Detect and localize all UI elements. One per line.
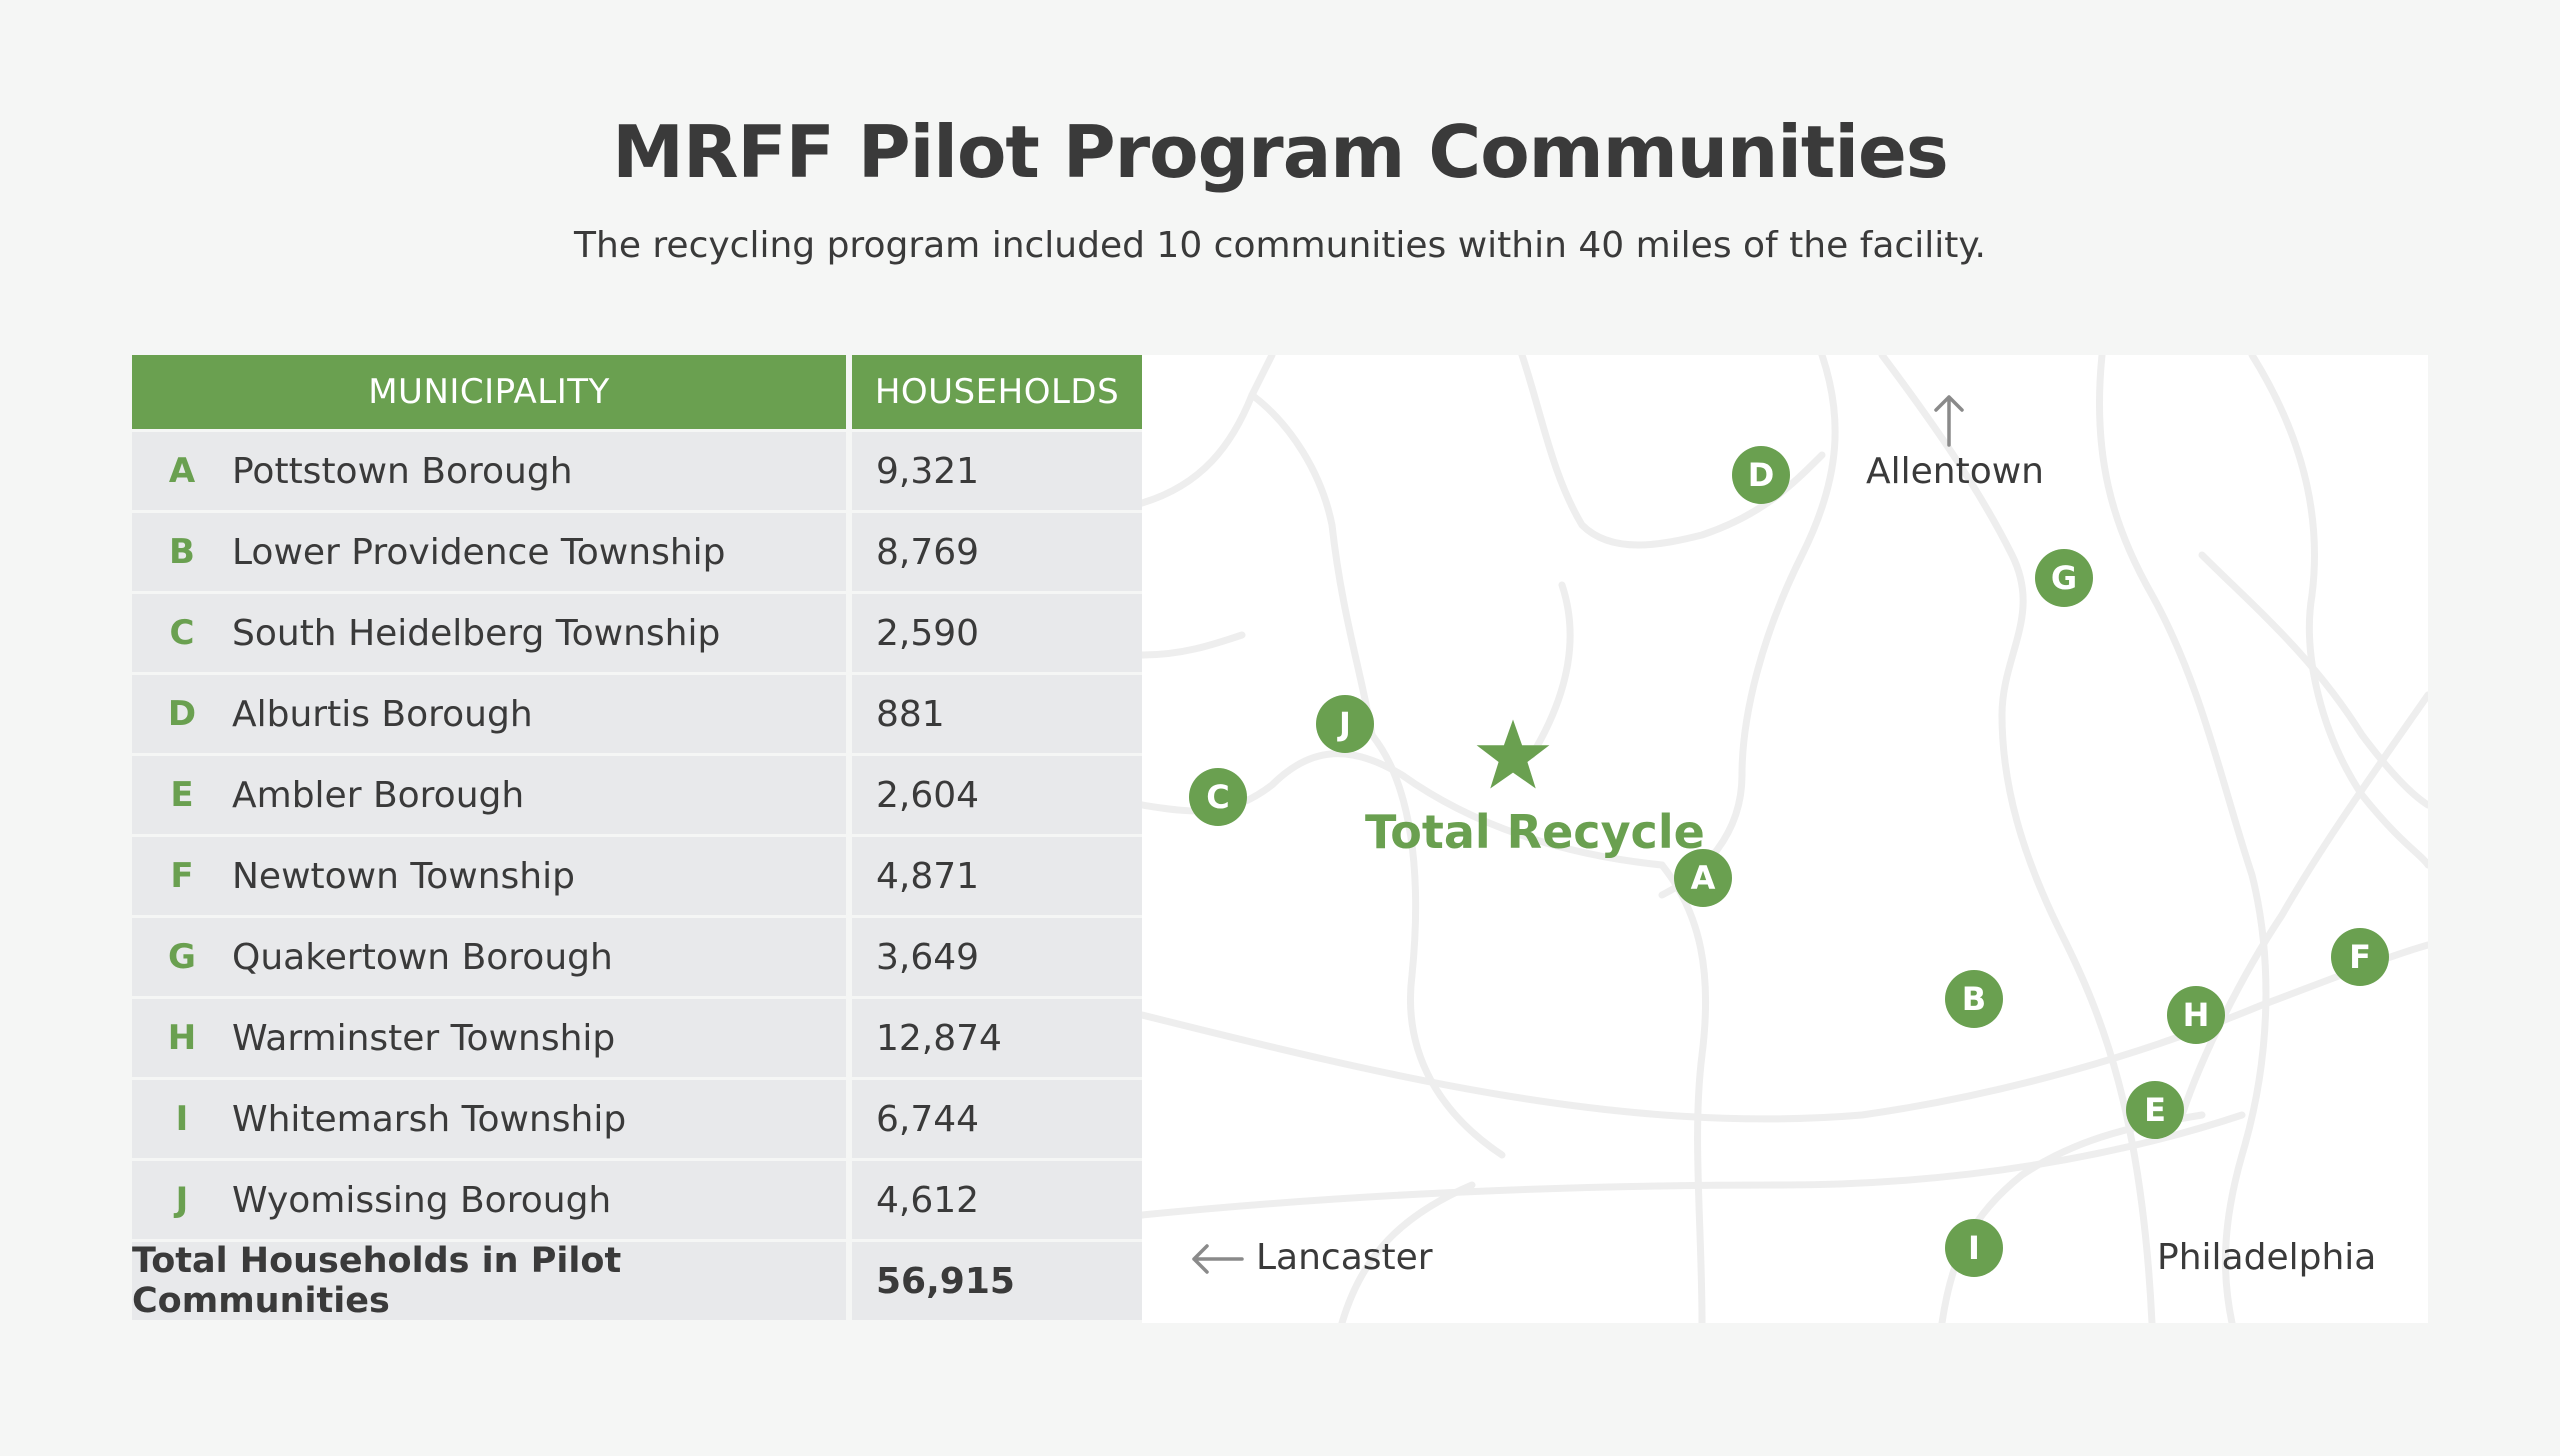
page-subtitle: The recycling program included 10 commun… [574, 225, 1986, 266]
road [1658, 355, 1839, 899]
row-letter: C [132, 594, 232, 672]
road [1142, 1111, 2246, 1219]
row-households: 881 [852, 675, 1142, 753]
table-row: A Pottstown Borough 9,321 [132, 432, 1142, 510]
map-pin-i: I [1945, 1219, 2003, 1277]
page-title: MRFF Pilot Program Communities [612, 110, 1948, 194]
total-label: Total Households in Pilot Communities [132, 1241, 846, 1321]
map-pin-c: C [1189, 768, 1247, 826]
row-municipality: Lower Providence Township [232, 513, 846, 591]
map-pin-f: F [2331, 928, 2389, 986]
table-row: J Wyomissing Borough 4,612 [132, 1161, 1142, 1239]
table-row: D Alburtis Borough 881 [132, 675, 1142, 753]
row-letter: J [132, 1161, 232, 1239]
row-letter: G [132, 918, 232, 996]
facility-star-icon [1476, 719, 1550, 789]
city-label-philadelphia: Philadelphia [2157, 1237, 2377, 1278]
road-network [1142, 355, 2428, 1323]
header-households: HOUSEHOLDS [852, 355, 1142, 429]
arrow-left-icon [1192, 1244, 1244, 1274]
road [1142, 941, 2428, 1123]
road [2198, 551, 2428, 809]
city-label-lancaster: Lancaster [1256, 1237, 1433, 1278]
road [1248, 391, 1376, 739]
city-label-allentown: Allentown [1866, 451, 2044, 492]
arrow-up-icon [1934, 395, 1964, 447]
table-row: G Quakertown Borough 3,649 [132, 918, 1142, 996]
map-pin-d: D [1732, 446, 1790, 504]
road [1658, 861, 1710, 1323]
row-households: 9,321 [852, 432, 1142, 510]
table-header: MUNICIPALITY HOUSEHOLDS [132, 355, 1142, 429]
row-municipality: South Heidelberg Township [232, 594, 846, 672]
row-municipality: Whitemarsh Township [232, 1080, 846, 1158]
table-row: B Lower Providence Township 8,769 [132, 513, 1142, 591]
road [2248, 355, 2428, 869]
road [1878, 355, 2156, 1323]
row-municipality: Ambler Borough [232, 756, 846, 834]
row-households: 2,590 [852, 594, 1142, 672]
row-letter: I [132, 1080, 232, 1158]
table-row: I Whitemarsh Township 6,744 [132, 1080, 1142, 1158]
row-municipality: Newtown Township [232, 837, 846, 915]
map-pin-j: J [1316, 695, 1374, 753]
row-letter: H [132, 999, 232, 1077]
row-letter: E [132, 756, 232, 834]
row-letter: F [132, 837, 232, 915]
table-row: F Newtown Township 4,871 [132, 837, 1142, 915]
table-total-row: Total Households in Pilot Communities 56… [132, 1241, 1142, 1321]
total-value: 56,915 [852, 1242, 1142, 1320]
map-pin-a: A [1674, 849, 1732, 907]
road [2095, 355, 2270, 1323]
row-households: 4,871 [852, 837, 1142, 915]
row-municipality: Quakertown Borough [232, 918, 846, 996]
road [1338, 1181, 1476, 1323]
header-municipality: MUNICIPALITY [132, 355, 846, 429]
road [1142, 355, 1276, 507]
row-letter: A [132, 432, 232, 510]
row-households: 4,612 [852, 1161, 1142, 1239]
map-pin-e: E [2126, 1081, 2184, 1139]
row-households: 12,874 [852, 999, 1142, 1077]
facility-label: Total Recycle [1365, 805, 1705, 859]
table-row: H Warminster Township 12,874 [132, 999, 1142, 1077]
road [1142, 631, 1246, 659]
row-municipality: Wyomissing Borough [232, 1161, 846, 1239]
row-municipality: Warminster Township [232, 999, 846, 1077]
row-households: 3,649 [852, 918, 1142, 996]
table-row: E Ambler Borough 2,604 [132, 756, 1142, 834]
map-pin-b: B [1945, 970, 2003, 1028]
road [2178, 691, 2428, 1119]
row-households: 2,604 [852, 756, 1142, 834]
row-households: 6,744 [852, 1080, 1142, 1158]
map-pin-h: H [2167, 986, 2225, 1044]
row-letter: D [132, 675, 232, 753]
table-body: A Pottstown Borough 9,321 B Lower Provid… [132, 429, 1142, 1321]
communities-table: MUNICIPALITY HOUSEHOLDS A Pottstown Boro… [132, 355, 1142, 1323]
row-households: 8,769 [852, 513, 1142, 591]
table-row: C South Heidelberg Township 2,590 [132, 594, 1142, 672]
row-municipality: Alburtis Borough [232, 675, 846, 753]
region-map: Total Recycle D G J C A F B H E I Allent… [1142, 355, 2428, 1323]
row-municipality: Pottstown Borough [232, 432, 846, 510]
row-letter: B [132, 513, 232, 591]
road [1368, 731, 1506, 1159]
map-pin-g: G [2035, 549, 2093, 607]
road [1528, 581, 1574, 759]
